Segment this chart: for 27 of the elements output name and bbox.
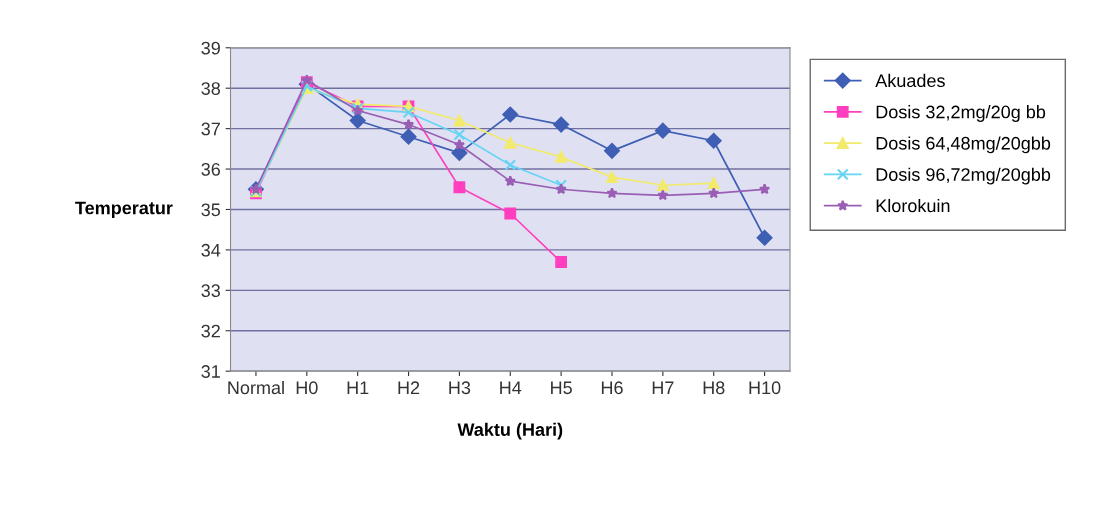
x-tick-label: H4 [500, 381, 522, 394]
y-tick-label: 35 [201, 203, 221, 217]
y-tick-label: 31 [201, 365, 220, 378]
y-tick-label: 36 [201, 162, 220, 176]
x-tick-label: H1 [347, 381, 369, 394]
x-tick-label: H6 [601, 381, 623, 395]
x-tick-label: H5 [551, 381, 572, 395]
legend-label: Dosis 96,72mg/20gbb [876, 167, 1051, 185]
x-axis-title: Waktu (Hari) [457, 422, 563, 440]
x-tick-label: H7 [652, 381, 674, 394]
y-axis-title: Temperatur [75, 201, 173, 218]
legend-label: Klorokuin [876, 198, 950, 213]
legend-label: Dosis 32,2mg/20g bb [876, 105, 1046, 122]
y-tick-label: 37 [201, 122, 220, 136]
x-tick-label: H10 [749, 381, 781, 395]
legend-label: Dosis 64,48mg/20gbb [876, 136, 1051, 154]
y-tick-label: 33 [201, 284, 220, 298]
legend-label: Akuades [875, 73, 945, 88]
y-tick-label: 34 [201, 243, 221, 257]
y-tick-label: 38 [201, 82, 221, 95]
x-tick-label: H2 [398, 381, 420, 394]
y-tick-label: 39 [201, 41, 220, 55]
y-tick-label: 32 [201, 324, 220, 338]
x-tick-label: H0 [296, 381, 318, 395]
x-tick-label: H8 [703, 381, 725, 395]
x-tick-label: Normal [228, 380, 284, 395]
x-tick-label: H3 [449, 381, 471, 395]
